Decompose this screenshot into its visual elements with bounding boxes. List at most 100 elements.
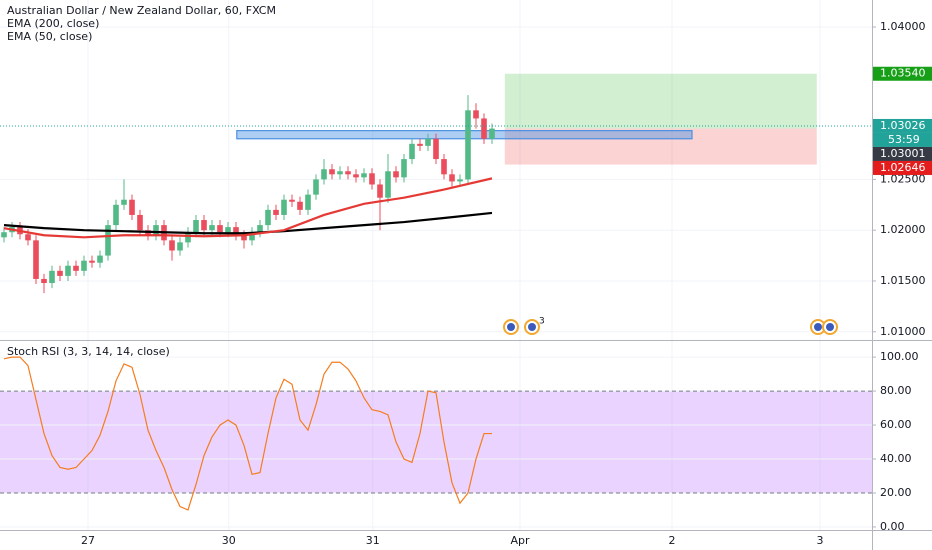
candle-body — [65, 265, 71, 276]
candle-body — [193, 220, 199, 233]
y-tick-label: 20.00 — [880, 486, 912, 499]
price-tag-label: 1.03001 — [880, 147, 926, 160]
candle-body — [129, 199, 135, 215]
y-tick-label: 40.00 — [880, 452, 912, 465]
x-tick-label: 31 — [366, 534, 380, 547]
x-tick-label: 2 — [669, 534, 676, 547]
candle-body — [377, 184, 383, 198]
candle-body — [97, 255, 103, 263]
ema-line — [3, 177, 493, 239]
candle-body — [337, 171, 343, 175]
event-count: 3 — [539, 317, 545, 327]
price-tag — [873, 66, 932, 81]
legend-entry: EMA (50, close) — [7, 30, 92, 43]
candle-body — [137, 214, 143, 231]
candle-body — [329, 169, 335, 175]
candle-body — [273, 209, 279, 215]
candle-body — [433, 138, 439, 160]
candle-body — [305, 194, 311, 210]
candle-body — [353, 174, 359, 178]
candle-body — [153, 225, 159, 236]
ema-line — [3, 211, 493, 235]
candle-body — [217, 225, 223, 233]
candle-body — [225, 227, 231, 233]
candle-body — [209, 225, 215, 231]
x-tick-label: 3 — [817, 534, 824, 547]
candle-body — [33, 240, 39, 279]
candle-body — [425, 138, 431, 146]
y-tick-label: 80.00 — [880, 384, 912, 397]
loss-zone — [504, 128, 817, 165]
candle-body — [113, 204, 119, 226]
event-flag — [826, 323, 834, 331]
candle-body — [105, 225, 111, 256]
candle-body — [249, 232, 255, 241]
candle-body — [457, 179, 463, 182]
candle-body — [241, 235, 247, 241]
y-tick-label: 1.01000 — [880, 325, 926, 338]
candle-body — [73, 265, 79, 271]
candle-body — [201, 220, 207, 231]
candle-body — [465, 110, 471, 180]
y-tick-label: 1.02500 — [880, 172, 926, 185]
y-tick-label: 1.01500 — [880, 274, 926, 287]
candle-body — [417, 143, 423, 146]
candle-body — [185, 232, 191, 243]
y-tick-label: 1.02000 — [880, 223, 926, 236]
event-flag — [507, 323, 515, 331]
candle-body — [89, 260, 95, 263]
candle-body — [321, 169, 327, 180]
y-tick-label: 100.00 — [880, 350, 919, 363]
y-tick-label: 1.04000 — [880, 20, 926, 33]
candle-body — [369, 173, 375, 185]
band-fill — [0, 391, 872, 493]
candle-body — [313, 179, 319, 195]
price-tag — [873, 160, 932, 175]
candle-body — [49, 270, 55, 284]
price-tag-label: 1.03540 — [880, 67, 926, 80]
chart-title: Australian Dollar / New Zealand Dollar, … — [7, 4, 276, 17]
candle-body — [121, 199, 127, 205]
candle-body — [257, 225, 263, 233]
price-tag-label: 1.02646 — [880, 161, 926, 174]
candle-body — [41, 278, 47, 284]
candle-body — [441, 159, 447, 175]
event-flag — [814, 323, 822, 331]
event-flag — [528, 323, 536, 331]
x-tick-label: 30 — [222, 534, 236, 547]
candle-body — [289, 199, 295, 202]
candle-body — [409, 143, 415, 160]
candle-body — [1, 232, 7, 238]
candle-body — [177, 242, 183, 251]
candle-body — [385, 171, 391, 198]
candle-body — [449, 174, 455, 182]
legend-entry: EMA (200, close) — [7, 17, 99, 30]
price-tag — [873, 146, 932, 161]
candle-body — [265, 209, 271, 226]
price-tag — [873, 118, 932, 133]
candle-body — [297, 201, 303, 210]
candle-body — [345, 171, 351, 175]
candle-body — [169, 240, 175, 251]
stoch-rsi-line — [3, 356, 492, 511]
candle-body — [361, 173, 367, 178]
y-tick-label: 60.00 — [880, 418, 912, 431]
countdown-label: 53:59 — [888, 133, 920, 146]
indicator-title: Stoch RSI (3, 3, 14, 14, close) — [7, 345, 170, 358]
support-zone — [236, 130, 693, 140]
price-tag-label: 1.03026 — [880, 119, 926, 132]
countdown-tag — [873, 132, 932, 147]
x-tick-label: 27 — [81, 534, 95, 547]
candle-body — [481, 118, 487, 139]
candle-body — [281, 199, 287, 215]
profit-zone — [504, 73, 817, 129]
x-tick-label: Apr — [510, 534, 530, 547]
y-tick-label: 0.00 — [880, 520, 905, 533]
candle-body — [401, 159, 407, 178]
candle-body — [473, 110, 479, 119]
event-icons[interactable]: 3 — [503, 317, 838, 335]
candle-body — [489, 128, 495, 139]
